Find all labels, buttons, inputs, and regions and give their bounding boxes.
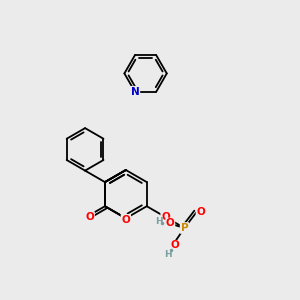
Text: H: H [155, 217, 162, 226]
Text: H: H [164, 250, 172, 259]
Text: O: O [166, 218, 175, 228]
Text: O: O [161, 212, 170, 222]
Text: P: P [181, 223, 188, 233]
Text: N: N [130, 87, 140, 97]
Text: O: O [196, 207, 205, 217]
Text: O: O [85, 212, 94, 222]
Text: O: O [122, 215, 130, 225]
Text: O: O [170, 241, 179, 250]
